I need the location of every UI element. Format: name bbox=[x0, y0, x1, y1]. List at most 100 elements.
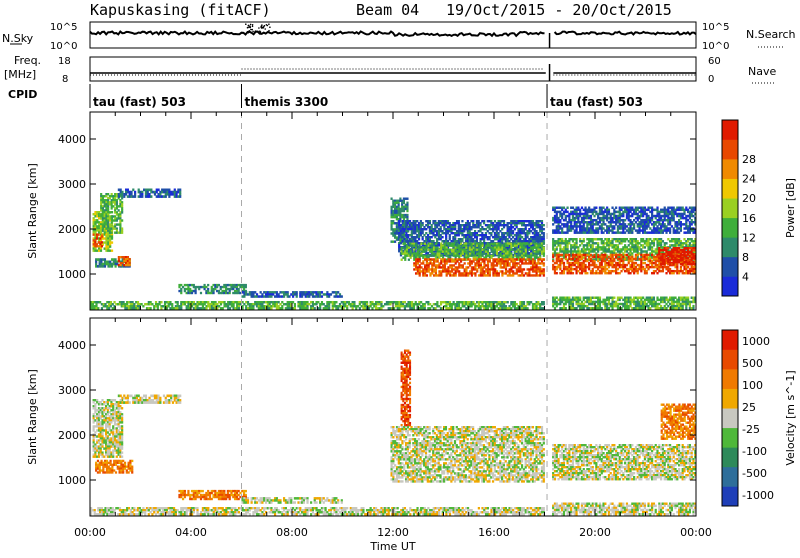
power-cell bbox=[543, 258, 545, 260]
nsearch-dot bbox=[252, 24, 254, 26]
power-cell bbox=[635, 258, 637, 260]
power-cell bbox=[157, 307, 159, 309]
power-cell bbox=[97, 307, 99, 309]
nsearch-dot bbox=[268, 23, 270, 25]
power-cell bbox=[111, 231, 113, 233]
cpid-label: CPID bbox=[8, 88, 37, 101]
power-cell bbox=[451, 307, 453, 309]
power-cell bbox=[180, 307, 182, 309]
power-cell bbox=[507, 301, 509, 303]
nave-tick-lo: 0 bbox=[708, 74, 714, 85]
power-cell bbox=[104, 231, 106, 233]
power-cell bbox=[561, 254, 563, 256]
power-cell bbox=[474, 274, 476, 276]
power-cell bbox=[665, 242, 667, 244]
power-cell bbox=[111, 211, 113, 213]
freq-panel bbox=[90, 57, 696, 81]
nsearch-dot bbox=[250, 32, 252, 34]
nsearch-dot bbox=[249, 30, 251, 32]
power-cell bbox=[404, 259, 406, 261]
power-cell bbox=[489, 274, 491, 276]
power-cell bbox=[435, 243, 437, 245]
nsearch-dot bbox=[260, 26, 262, 28]
power-cell bbox=[526, 307, 528, 309]
nsearch-tick-lo: 10^0 bbox=[702, 41, 729, 52]
freq-unit: [MHz] bbox=[4, 68, 36, 81]
power-cell bbox=[543, 303, 545, 305]
power-cell bbox=[586, 272, 588, 274]
power-cell bbox=[426, 274, 428, 276]
power-cell bbox=[346, 307, 348, 309]
power-cell bbox=[238, 307, 240, 309]
power-cell bbox=[406, 198, 408, 200]
power-cell bbox=[150, 195, 152, 198]
power-cell bbox=[464, 262, 466, 264]
nsearch-dot bbox=[247, 27, 249, 29]
power-cell bbox=[229, 292, 231, 294]
power-cell bbox=[101, 245, 103, 247]
power-cell bbox=[141, 195, 143, 198]
power-cell bbox=[245, 286, 247, 288]
power-cell bbox=[441, 236, 443, 238]
nsearch-dot bbox=[250, 24, 252, 26]
date-range: 19/Oct/2015 - 20/Oct/2015 bbox=[446, 1, 672, 19]
beam-label: Beam 04 bbox=[356, 1, 419, 19]
cpid-mode-label: tau (fast) 503 bbox=[93, 95, 186, 109]
power-cell bbox=[637, 254, 639, 256]
cpid-mode-label: themis 3300 bbox=[245, 95, 329, 109]
power-cell bbox=[563, 272, 565, 274]
cpid-row: tau (fast) 503 themis 3300 tau (fast) 503 bbox=[90, 84, 643, 109]
nsearch-dot bbox=[259, 30, 261, 32]
power-cell bbox=[100, 249, 102, 251]
power-cell bbox=[150, 307, 152, 309]
nsearch-dot bbox=[268, 30, 270, 32]
power-cell bbox=[583, 240, 585, 242]
power-cell bbox=[496, 253, 498, 255]
power-cell bbox=[552, 256, 554, 258]
nsky-tick-hi: 10^5 bbox=[50, 22, 77, 33]
power-cell bbox=[180, 292, 182, 294]
power-cell bbox=[121, 231, 123, 233]
power-cell bbox=[294, 307, 296, 309]
power-cell bbox=[516, 258, 518, 260]
nsky-label: N.Sky bbox=[2, 32, 34, 45]
power-cell bbox=[413, 307, 415, 309]
power-cell bbox=[455, 274, 457, 276]
power-cell bbox=[195, 292, 197, 294]
power-cell bbox=[179, 195, 181, 198]
power-cell bbox=[530, 243, 532, 245]
power-cell bbox=[306, 307, 308, 309]
power-cell bbox=[111, 237, 113, 239]
power-cell bbox=[424, 251, 426, 253]
freq-tick-lo: 8 bbox=[62, 74, 68, 85]
nave-line bbox=[90, 69, 696, 75]
power-cell bbox=[556, 272, 558, 274]
power-cell bbox=[556, 248, 558, 250]
power-cell bbox=[464, 258, 466, 260]
power-cell bbox=[109, 211, 111, 213]
nsearch-dot bbox=[248, 32, 250, 34]
power-cell bbox=[96, 237, 98, 239]
power-cell bbox=[476, 270, 478, 272]
power-cell bbox=[212, 292, 214, 294]
nsearch-label: N.Search bbox=[746, 28, 796, 41]
power-cell bbox=[406, 210, 408, 212]
power-cell bbox=[111, 241, 113, 243]
power-cell bbox=[543, 228, 545, 230]
nsearch-dot bbox=[248, 25, 250, 27]
nsearch-dot bbox=[266, 24, 268, 26]
power-cell bbox=[624, 258, 626, 260]
freq-trace bbox=[90, 64, 696, 81]
power-cell bbox=[109, 245, 111, 247]
nsky-panel bbox=[90, 22, 696, 48]
power-cell bbox=[440, 274, 442, 276]
power-cell bbox=[111, 249, 113, 251]
power-cell bbox=[543, 224, 545, 226]
power-cell bbox=[281, 307, 283, 309]
cpid-mode-label: tau (fast) 503 bbox=[550, 95, 643, 109]
nsearch-dot bbox=[252, 31, 254, 33]
power-cell bbox=[543, 255, 545, 257]
power-cell bbox=[335, 301, 337, 303]
power-cell bbox=[572, 272, 574, 274]
